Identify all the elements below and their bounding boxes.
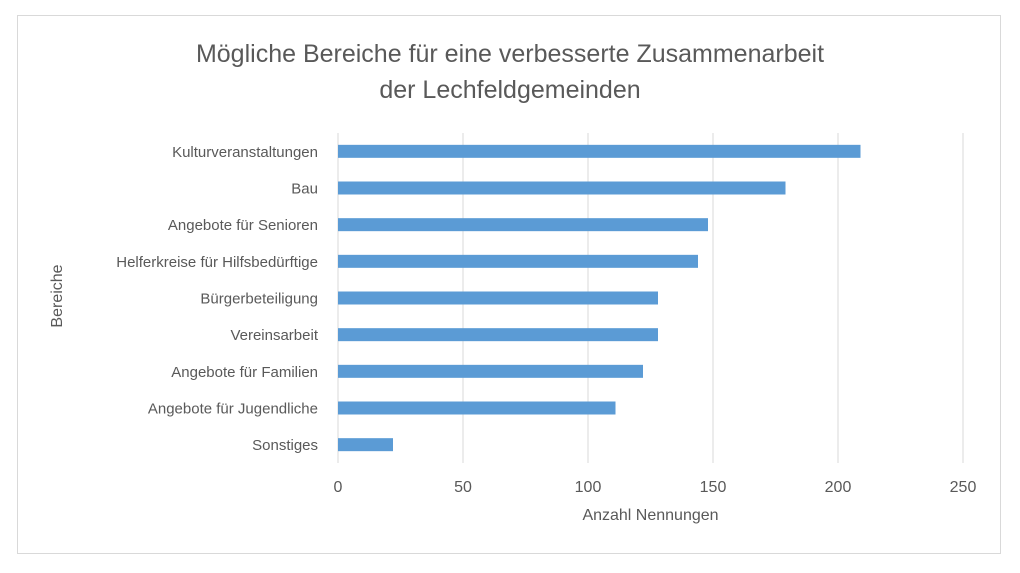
x-tick-label: 0 [334, 479, 343, 496]
y-tick-label: Vereinsarbeit [230, 327, 318, 344]
bars [338, 144, 861, 452]
bar [338, 328, 658, 342]
y-tick-label: Kulturveranstaltungen [172, 144, 318, 161]
chart-frame [17, 15, 1001, 554]
chart-title: Mögliche Bereiche für eine verbesserte Z… [195, 40, 825, 104]
y-tick-label: Angebote für Familien [171, 364, 318, 381]
y-tick-label: Angebote für Senioren [168, 217, 318, 234]
y-tick-label: Bürgerbeteiligung [200, 291, 318, 308]
x-tick-labels: 0 50 100 150 200 250 [334, 479, 977, 496]
x-tick-label: 200 [825, 479, 852, 496]
bar [338, 401, 616, 415]
bar [338, 291, 658, 305]
x-tick-label: 150 [700, 479, 727, 496]
y-tick-label: Angebote für Jugendliche [148, 401, 318, 418]
y-tick-labels: Kulturveranstaltungen Bau Angebote für Sen… [116, 144, 319, 454]
y-tick-label: Bau [291, 181, 318, 198]
bar [338, 144, 861, 158]
y-axis-title: Bereiche [49, 264, 66, 328]
x-tick-label: 50 [454, 479, 472, 496]
bar [338, 181, 786, 195]
y-tick-label: Helferkreise für Hilfsbedürftige [116, 254, 318, 271]
x-tick-label: 250 [950, 479, 977, 496]
bar [338, 364, 643, 378]
bar [338, 254, 698, 268]
x-tick-label: 100 [575, 479, 602, 496]
bar [338, 438, 393, 452]
x-axis-title: Anzahl Nennungen [582, 507, 719, 524]
bar [338, 218, 708, 232]
y-tick-label: Sonstiges [252, 437, 318, 454]
